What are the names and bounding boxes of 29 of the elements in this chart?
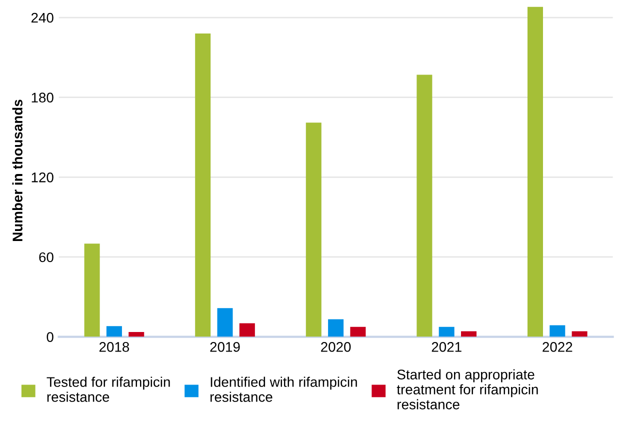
- bar: [461, 331, 477, 337]
- bar: [438, 326, 454, 337]
- y-tick-label: 180: [32, 92, 54, 103]
- y-tick-label: 120: [32, 172, 54, 182]
- x-tick-label: 2021: [432, 342, 462, 352]
- legend-label: Tested for rifampicin resistance: [46, 376, 170, 402]
- bar: [350, 326, 366, 337]
- bar: [195, 33, 211, 337]
- x-tick-label: 2022: [542, 342, 572, 352]
- y-tick-label: 0: [46, 332, 54, 342]
- bar: [84, 244, 100, 337]
- bar: [572, 331, 588, 337]
- bar: [217, 308, 233, 337]
- x-tick-label: 2018: [99, 342, 130, 352]
- x-tick-label: 2019: [210, 342, 240, 352]
- bar: [128, 332, 144, 337]
- bar: [306, 122, 322, 337]
- bar: [416, 74, 432, 337]
- bar: [527, 6, 544, 337]
- y-tick-label: 240: [31, 12, 54, 23]
- y-axis-title: Number in thousands: [12, 100, 22, 241]
- y-tick-label: 60: [39, 252, 54, 262]
- bar: [328, 319, 344, 337]
- bar: [239, 323, 255, 337]
- legend-label: Started on appropriate treatment for rifampicin resistance: [396, 369, 538, 410]
- legend-label: Identified with rifampicin resistance: [210, 376, 357, 402]
- x-tick-label: 2020: [321, 342, 351, 352]
- bar: [106, 326, 122, 337]
- bar: [550, 325, 566, 337]
